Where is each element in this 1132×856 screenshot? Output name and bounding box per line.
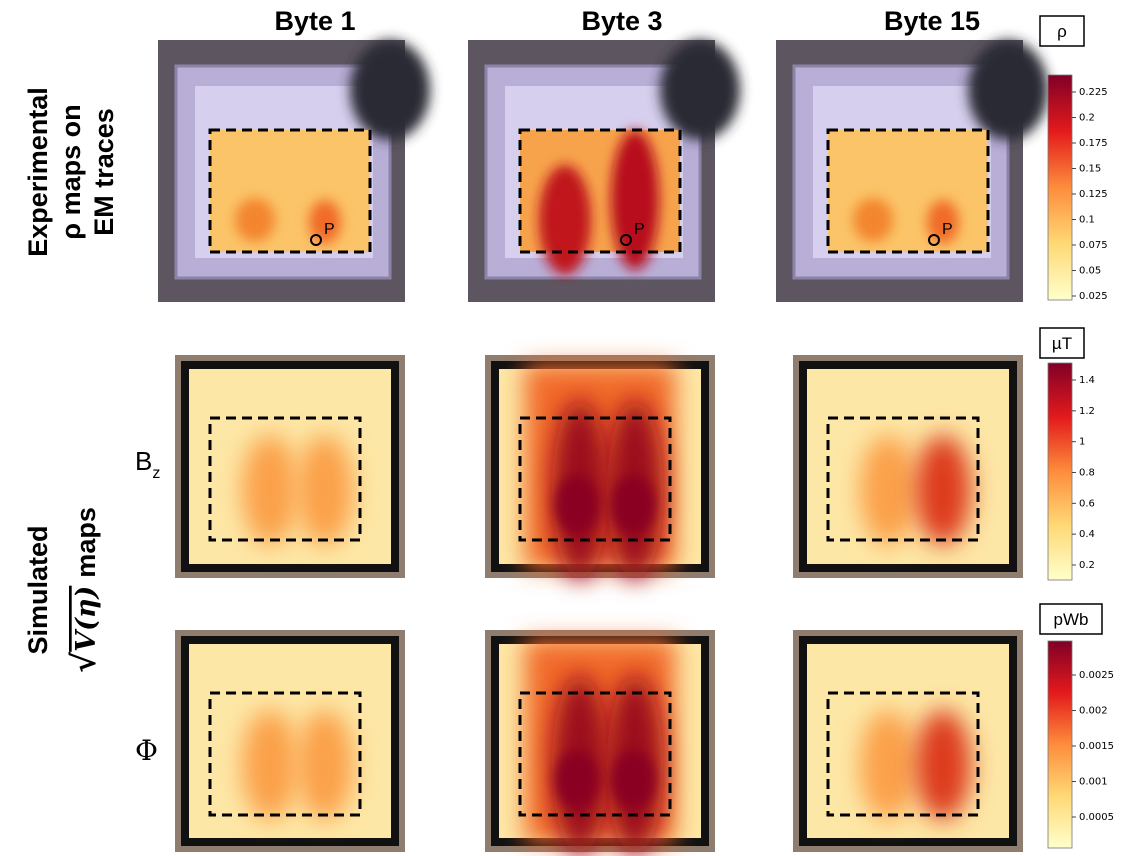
colorbar-tick-label: 1.2 [1079, 406, 1095, 417]
column-title: Byte 3 [581, 6, 662, 36]
colorbar-tick-label: 0.0015 [1079, 741, 1114, 752]
sim-core [555, 750, 599, 810]
radicand: V(η) [71, 586, 102, 652]
figure: P P P Byte 1 Byte 3 Byte 15 Experimental ρ… [0, 0, 1132, 856]
sim-core [555, 475, 599, 535]
rho-hot [853, 198, 893, 242]
sim-hot [242, 710, 298, 820]
column-title: Byte 1 [274, 6, 355, 36]
colorbar-tick-label: 0.175 [1079, 138, 1108, 149]
row-label: √V(η) maps [65, 507, 103, 673]
shadow [350, 40, 430, 140]
sim-hot [297, 435, 353, 545]
colorbar-tick-label: 0.002 [1079, 706, 1108, 717]
sim-hot [242, 435, 298, 545]
shadow [660, 40, 740, 140]
colorbar-tick-label: 0.075 [1079, 240, 1108, 251]
b-subscript: z [152, 465, 160, 482]
row-label: Bz [135, 446, 160, 482]
colorbar-tick-label: 0.125 [1079, 189, 1108, 200]
row-label: Experimental [23, 87, 53, 257]
point-label: P [942, 221, 953, 238]
sim-hot [860, 435, 916, 545]
colorbar-tick-label: 0.15 [1079, 164, 1101, 175]
colorbar [1048, 363, 1072, 580]
sim-core [611, 750, 655, 810]
sim-core [611, 475, 655, 535]
colorbar-tick-label: 0.0025 [1079, 670, 1114, 681]
sim-hot [860, 710, 916, 820]
sim-hot [297, 710, 353, 820]
rho-map [828, 130, 988, 252]
colorbar-tick-label: 0.4 [1079, 529, 1095, 540]
colorbar-title: ρ [1057, 22, 1067, 41]
sim-hot [915, 435, 971, 545]
rho-hot [611, 130, 659, 270]
row-label: Φ [135, 734, 158, 767]
colorbar-tick-label: 0.025 [1079, 291, 1108, 302]
colorbar-title: pWb [1054, 610, 1089, 629]
colorbar-tick-label: 0.225 [1079, 87, 1108, 98]
point-label: P [634, 221, 645, 238]
row-label: ρ maps on [56, 104, 86, 239]
rho-map [210, 130, 370, 252]
colorbar [1048, 641, 1072, 848]
colorbar-tick-label: 0.0005 [1079, 812, 1114, 823]
colorbar-tick-label: 0.1 [1079, 215, 1095, 226]
colorbar-tick-label: 0.8 [1079, 468, 1095, 479]
colorbar [1048, 75, 1072, 300]
column-title: Byte 15 [884, 6, 980, 36]
colorbar-tick-label: 0.001 [1079, 777, 1108, 788]
rho-hot [539, 165, 591, 275]
colorbar-tick-label: 1 [1079, 437, 1085, 448]
b-base: B [135, 446, 152, 476]
row-label: Simulated [23, 525, 53, 654]
colorbar-title: µT [1052, 334, 1072, 353]
colorbar-tick-label: 0.2 [1079, 113, 1095, 124]
point-label: P [324, 221, 335, 238]
colorbar-tick-label: 0.05 [1079, 266, 1101, 277]
radical: √ [65, 651, 103, 673]
shadow [968, 40, 1048, 140]
row-label: EM traces [89, 108, 119, 236]
suffix: maps [71, 507, 101, 578]
colorbar-tick-label: 0.2 [1079, 560, 1095, 571]
rho-hot [235, 198, 275, 242]
colorbar-tick-label: 0.6 [1079, 498, 1095, 509]
sim-hot [915, 710, 971, 820]
colorbar-tick-label: 1.4 [1079, 375, 1095, 386]
